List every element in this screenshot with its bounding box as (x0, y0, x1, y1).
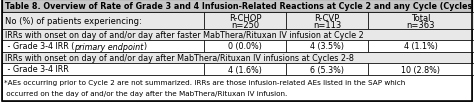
Text: 0 (0.0%): 0 (0.0%) (228, 42, 262, 51)
Text: n=113: n=113 (313, 21, 341, 30)
Bar (368, 13, 474, 30)
Text: Table 8. Overview of Rate of Grade 3 and 4 Infusion-Related Reactions at Cycle 2: Table 8. Overview of Rate of Grade 3 and… (5, 2, 474, 11)
Text: n=250: n=250 (231, 21, 259, 30)
Text: primary endpoint: primary endpoint (74, 42, 144, 51)
Text: IRRs with onset on day of and/or day after faster MabThera/Rituxan IV infusion a: IRRs with onset on day of and/or day aft… (5, 31, 364, 40)
Text: R-CVP: R-CVP (314, 14, 340, 23)
Bar (2, 13, 204, 30)
Bar (368, 41, 474, 53)
Text: ): ) (144, 42, 147, 51)
Text: IRRs with onset on day of and/or day after MabThera/Rituxan IV infusions at Cycl: IRRs with onset on day of and/or day aft… (5, 54, 354, 62)
Text: 6 (5.3%): 6 (5.3%) (310, 65, 344, 74)
Text: 4 (1.1%): 4 (1.1%) (404, 42, 438, 51)
Bar (2, 63, 204, 75)
Text: n=363: n=363 (407, 21, 435, 30)
Bar (286, 41, 368, 53)
Bar (204, 63, 286, 75)
Bar (2, 0, 472, 13)
Bar (204, 13, 286, 30)
Text: 4 (3.5%): 4 (3.5%) (310, 42, 344, 51)
Bar (2, 75, 472, 101)
Text: *AEs occurring prior to Cycle 2 are not summarized. IRRs are those infusion-rela: *AEs occurring prior to Cycle 2 are not … (4, 79, 405, 85)
Text: No (%) of patients experiencing:: No (%) of patients experiencing: (5, 17, 142, 26)
Bar (2, 30, 472, 41)
Text: - Grade 3-4 IRR: - Grade 3-4 IRR (5, 65, 69, 74)
Text: Total: Total (411, 14, 431, 23)
Bar (286, 13, 368, 30)
Text: 10 (2.8%): 10 (2.8%) (401, 65, 440, 74)
Bar (2, 41, 204, 53)
Text: - Grade 3-4 IRR (: - Grade 3-4 IRR ( (5, 42, 74, 51)
Text: R-CHOP: R-CHOP (229, 14, 261, 23)
Bar (2, 53, 472, 63)
Bar (204, 41, 286, 53)
Text: 4 (1.6%): 4 (1.6%) (228, 65, 262, 74)
Bar (286, 63, 368, 75)
Bar (368, 63, 474, 75)
Text: occurred on the day of and/or the day after the MabThera/Rituxan IV infusion.: occurred on the day of and/or the day af… (4, 90, 287, 96)
